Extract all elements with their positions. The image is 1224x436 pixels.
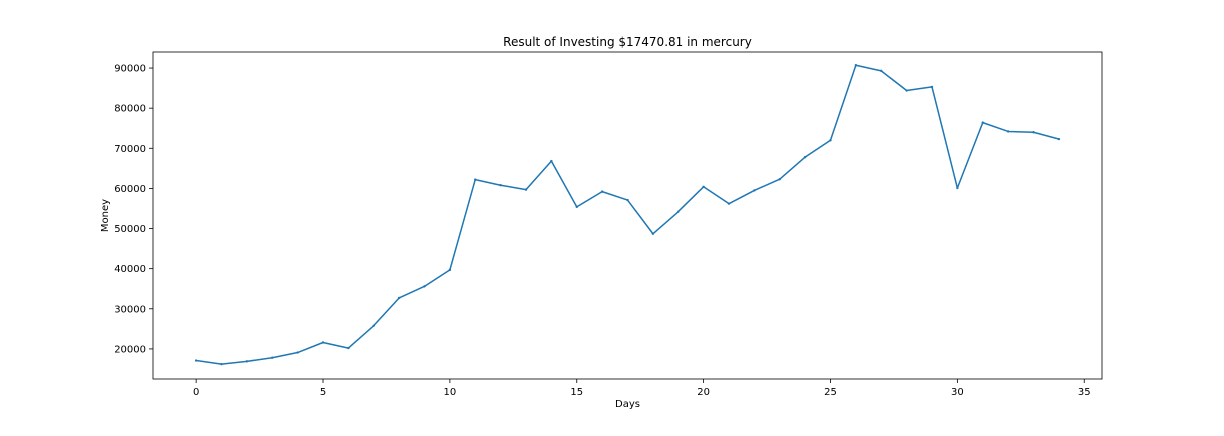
series-layer: [194, 64, 1061, 366]
y-tick-label: 40000: [114, 264, 146, 275]
data-point: [194, 359, 198, 362]
data-point: [423, 285, 426, 288]
y-tick-label: 30000: [114, 304, 146, 315]
data-point: [474, 178, 477, 181]
data-point: [677, 210, 680, 213]
x-tick-label: 10: [444, 387, 457, 398]
y-tick-label: 20000: [114, 344, 146, 355]
data-point: [220, 362, 223, 366]
data-point: [550, 159, 553, 163]
data-point: [651, 232, 655, 235]
data-point: [702, 185, 705, 189]
x-tick-label: 35: [1078, 387, 1091, 398]
data-point: [930, 85, 934, 89]
y-axis-label: Money: [100, 199, 111, 232]
data-point: [575, 205, 578, 209]
y-tick-label: 90000: [114, 64, 146, 75]
x-tick-label: 25: [824, 387, 837, 398]
data-point: [829, 139, 832, 142]
y-tick-label: 80000: [114, 104, 146, 115]
data-point: [905, 89, 908, 92]
data-point: [271, 356, 274, 359]
data-point: [600, 190, 604, 193]
x-tick-label: 0: [193, 387, 199, 398]
data-point: [499, 184, 502, 187]
data-point: [854, 64, 858, 67]
data-point: [347, 346, 350, 350]
data-point: [296, 351, 299, 354]
x-tick-label: 5: [320, 387, 326, 398]
x-tick-label: 30: [951, 387, 964, 398]
data-point: [372, 324, 375, 327]
data-point: [753, 189, 756, 192]
data-point: [1006, 130, 1010, 133]
y-tick-label: 60000: [114, 184, 146, 195]
data-point: [321, 341, 325, 344]
data-point: [245, 360, 249, 363]
data-point: [1057, 137, 1061, 141]
x-axis-ticks: 0 5 10 15 20 25 30 35: [193, 379, 1091, 398]
data-point: [956, 186, 959, 190]
data-point: [727, 202, 731, 205]
x-axis-label: Days: [615, 399, 640, 410]
plot-area-frame: [152, 51, 1103, 380]
data-point: [803, 155, 807, 159]
data-point: [778, 177, 781, 181]
x-tick-label: 15: [570, 387, 583, 398]
data-point: [448, 268, 452, 272]
data-point: [397, 296, 401, 300]
x-tick-label: 20: [697, 387, 710, 398]
y-tick-label: 50000: [114, 224, 146, 235]
data-point: [981, 121, 984, 124]
chart-title: Result of Investing $17470.81 in mercury: [503, 35, 752, 49]
data-point: [880, 69, 883, 73]
data-point: [1032, 131, 1035, 134]
y-axis-ticks: 20000 30000 40000 50000 60000 70000 80000 90000: [114, 64, 153, 355]
data-point: [626, 198, 629, 202]
y-tick-label: 70000: [114, 144, 146, 155]
data-point: [524, 188, 528, 191]
